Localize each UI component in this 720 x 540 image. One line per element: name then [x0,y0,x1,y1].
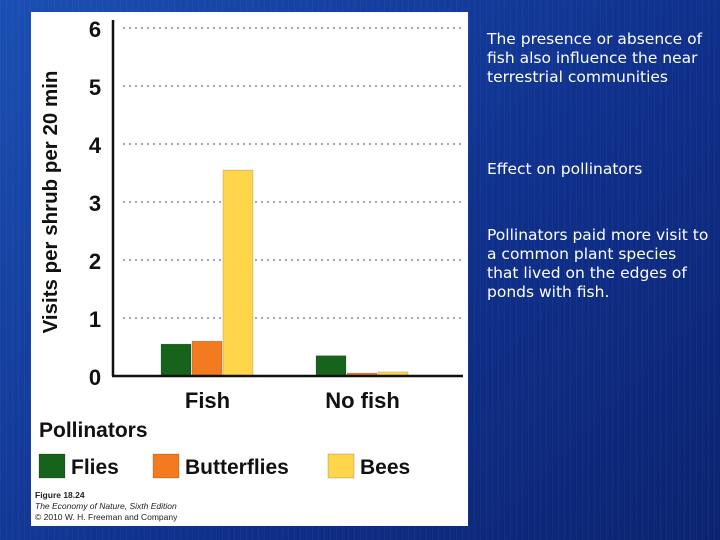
bar-flies-fish [160,343,192,377]
x-category-label: Fish [185,388,230,413]
figure-panel: Visits per shrub per 20 min 0 1 2 3 4 5 6 Fish… [31,12,468,526]
x-category-label: No fish [325,388,400,413]
bar-butterflies-fish [191,340,223,377]
slide-paragraph-fish-influence: The presence or absence of fish also inf… [487,30,703,86]
y-tick-label: 0 [89,365,101,390]
caption-figure-number: Figure 18.24 [35,490,85,500]
legend-swatch-butterflies [152,453,180,479]
legend-swatch-flies [38,453,66,479]
y-tick-label: 6 [89,17,101,42]
legend-label-bees: Bees [360,456,410,479]
y-tick-label: 2 [89,249,101,274]
bar-chart: Visits per shrub per 20 min 0 1 2 3 4 5 6 Fish… [35,17,463,522]
bar-flies-no-fish [315,355,347,377]
y-axis-label: Visits per shrub per 20 min [39,71,62,334]
slide-paragraph-pollinators: Effect on pollinators [487,160,643,178]
slide-paragraph-pollinator-visits: Pollinators paid more visit to a common … [487,226,709,301]
legend-swatch-bees [327,453,355,479]
legend-label-butterflies: Butterflies [185,456,289,479]
y-tick-label: 3 [89,191,101,216]
caption-book-title: The Economy of Nature, Sixth Edition [35,501,177,511]
bar-bees-fish [222,169,254,377]
y-tick-label: 5 [89,75,101,100]
legend-title: Pollinators [39,419,148,442]
y-tick-label: 1 [89,307,101,332]
caption-copyright: © 2010 W. H. Freeman and Company [35,512,178,522]
y-tick-label: 4 [89,133,102,158]
legend-label-flies: Flies [71,456,119,479]
